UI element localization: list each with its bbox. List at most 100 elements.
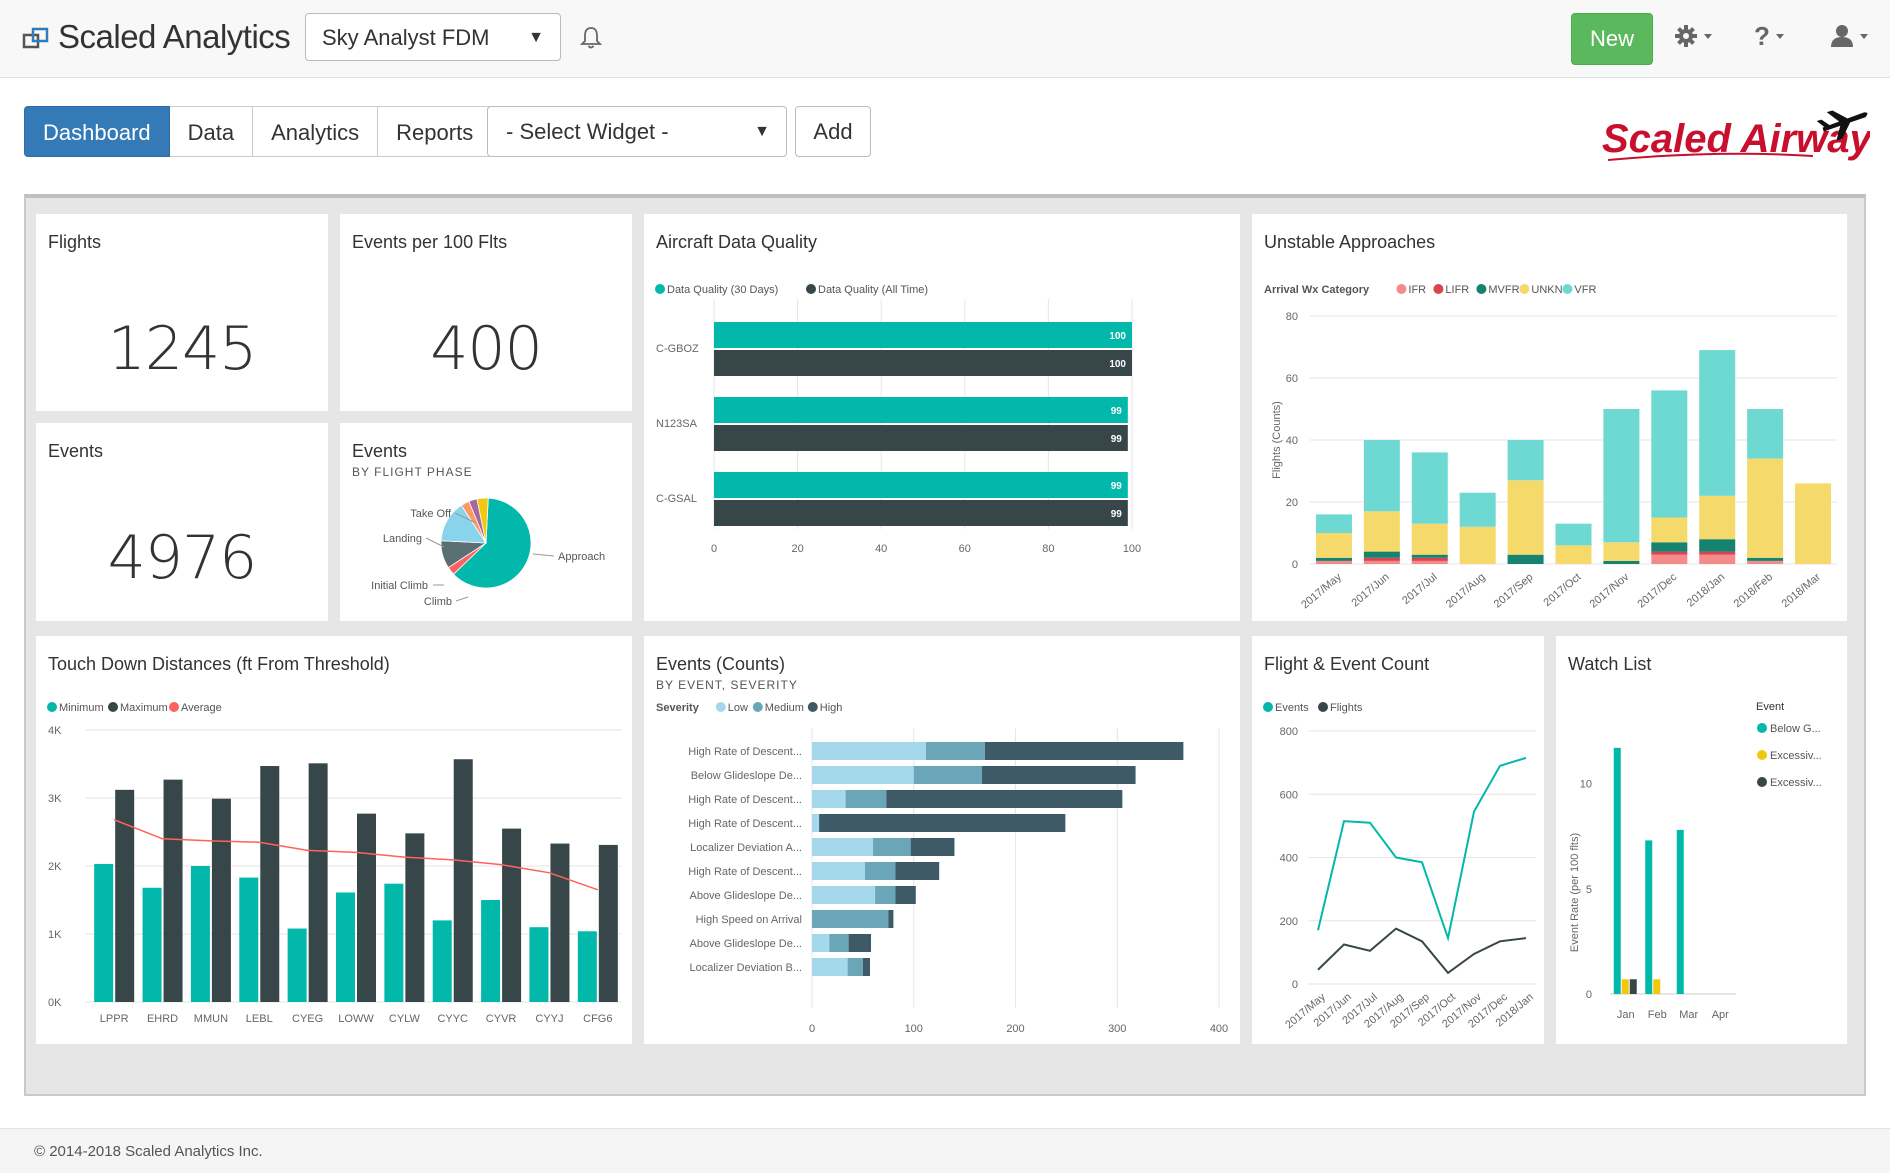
bar-segment — [910, 838, 955, 856]
widget-select[interactable]: - Select Widget - ▼ — [487, 106, 787, 157]
legend-item: Data Quality (All Time) — [818, 284, 928, 296]
card-title: Flight & Event Count — [1264, 654, 1430, 674]
bar-segment — [1699, 539, 1736, 552]
gear-icon[interactable] — [1674, 22, 1716, 57]
card-subtitle: BY EVENT, SEVERITY — [656, 678, 798, 692]
bar — [714, 322, 1132, 348]
y-tick-label: 10 — [1580, 779, 1592, 791]
watch-list-card[interactable]: Watch List 0 5 10 Event Rate (per 100 flts)… — [1556, 636, 1847, 1044]
x-tick-label: Mar — [1679, 1009, 1698, 1021]
pie-slice — [453, 497, 532, 589]
legend-title: Severity — [656, 702, 700, 714]
touchdown-distances-card[interactable]: Touch Down Distances (ft From Threshold)… — [36, 636, 632, 1044]
y-category-label: N123SA — [656, 418, 698, 430]
x-tick-label: 60 — [959, 543, 971, 555]
unstable-approaches-card[interactable]: Unstable Approaches Arrival Wx Category I… — [1252, 214, 1847, 621]
pie-leader-line — [532, 553, 555, 557]
bar-segment — [864, 862, 896, 880]
airline-logo: Scaled Airways — [1598, 100, 1890, 170]
x-tick-label: 2017/Jun — [1349, 571, 1391, 609]
flight-event-count-card[interactable]: Flight & Event Count Events Flights 0 200 40… — [1252, 636, 1544, 1044]
widget-select-value: - Select Widget - — [506, 119, 669, 144]
bar-segment — [1363, 511, 1400, 552]
bar — [405, 833, 425, 1002]
events-card[interactable]: Events 4976 — [36, 423, 328, 621]
bar-segment — [812, 862, 865, 880]
events-by-phase-card[interactable]: Events BY FLIGHT PHASE Approach Climb Init… — [340, 423, 632, 621]
tab-data[interactable]: Data — [169, 106, 254, 157]
touchdown-distances-chart: Minimum Maximum Average 0K 1K 2K 3K 4K LPPR EHRD M… — [47, 702, 622, 1025]
card-title: Flights — [48, 232, 102, 252]
card-title: Watch List — [1568, 654, 1652, 674]
bar-segment — [981, 766, 1136, 784]
pie-label: Initial Climb — [371, 580, 428, 592]
bar — [239, 877, 259, 1002]
legend-item: MVFR — [1488, 284, 1519, 296]
flight-event-count-chart: Events Flights02004006008002017/May2017/J… — [1263, 702, 1536, 1031]
bar-segment — [1651, 517, 1688, 543]
project-select[interactable]: Sky Analyst FDM ▼ — [305, 13, 561, 61]
card-title: Events per 100 Flts — [352, 232, 508, 252]
bar — [211, 798, 231, 1002]
dashboard-canvas: Flights 1245 Events per 100 Flts 400 Eve… — [24, 194, 1866, 1096]
legend-swatch — [1757, 777, 1767, 787]
legend-item: Flights — [1330, 702, 1363, 714]
x-tick-label: 0 — [809, 1023, 815, 1035]
tab-analytics[interactable]: Analytics — [253, 106, 379, 157]
bar-segment — [888, 910, 894, 928]
tab-dashboard[interactable]: Dashboard — [24, 106, 170, 157]
new-button[interactable]: New — [1571, 13, 1653, 65]
add-widget-button[interactable]: Add — [795, 106, 871, 157]
bar — [1645, 840, 1653, 994]
help-icon[interactable]: ? — [1754, 21, 1790, 57]
bar — [190, 866, 210, 1002]
bar-segment — [1699, 551, 1736, 555]
bar — [577, 931, 597, 1002]
x-tick-label: 0 — [711, 543, 717, 555]
events-counts-card[interactable]: Events (Counts) BY EVENT, SEVERITY Sever… — [644, 636, 1240, 1044]
card-title: Touch Down Distances (ft From Threshold) — [48, 654, 390, 674]
flights-card[interactable]: Flights 1245 — [36, 214, 328, 411]
pie-leader-line — [425, 537, 445, 548]
bar-segment — [1699, 350, 1736, 496]
bar-segment — [812, 934, 830, 952]
bar-segment — [1795, 483, 1832, 564]
legend-swatch — [1519, 284, 1530, 294]
bar-segment — [819, 814, 1066, 832]
bar-segment — [1747, 560, 1784, 564]
x-tick-label: Feb — [1648, 1009, 1667, 1021]
bar-segment — [1555, 545, 1592, 564]
legend-swatch — [752, 702, 763, 712]
brand[interactable]: Scaled Analytics — [22, 18, 291, 56]
legend-item: Medium — [765, 702, 804, 714]
bar — [714, 500, 1128, 526]
data-label: 100 — [1109, 359, 1126, 370]
bar — [502, 828, 522, 1002]
bar — [260, 766, 280, 1002]
y-category-label: Above Glideslope De... — [689, 938, 802, 950]
bar — [714, 472, 1128, 498]
x-tick-label: 2018/Feb — [1732, 571, 1775, 610]
bar — [1653, 979, 1661, 994]
bar-segment — [845, 790, 887, 808]
events-per-100-card[interactable]: Events per 100 Flts 400 — [340, 214, 632, 411]
bar — [115, 789, 135, 1002]
events-counts-chart: Severity Low Medium High 0 100 200 300 400 High R… — [656, 702, 1228, 1035]
card-subtitle: BY FLIGHT PHASE — [352, 465, 473, 479]
bar-segment — [1411, 452, 1448, 524]
x-tick-label: CYYJ — [535, 1013, 563, 1025]
user-icon[interactable] — [1830, 22, 1872, 57]
aircraft-data-quality-card[interactable]: Aircraft Data Quality Data Quality (30 D… — [644, 214, 1240, 621]
bell-icon[interactable] — [578, 25, 604, 51]
y-category-label: High Rate of Descent... — [688, 818, 802, 830]
bar — [1621, 979, 1629, 994]
events-per-100-value: 400 — [430, 314, 543, 384]
legend-swatch — [1757, 750, 1767, 760]
bar — [1629, 979, 1637, 994]
data-label: 99 — [1111, 434, 1123, 445]
bar-segment — [812, 766, 914, 784]
y-tick-label: 1K — [48, 929, 62, 941]
tab-reports[interactable]: Reports — [378, 106, 493, 157]
legend-item: Low — [728, 702, 748, 714]
bar-segment — [1363, 440, 1400, 512]
